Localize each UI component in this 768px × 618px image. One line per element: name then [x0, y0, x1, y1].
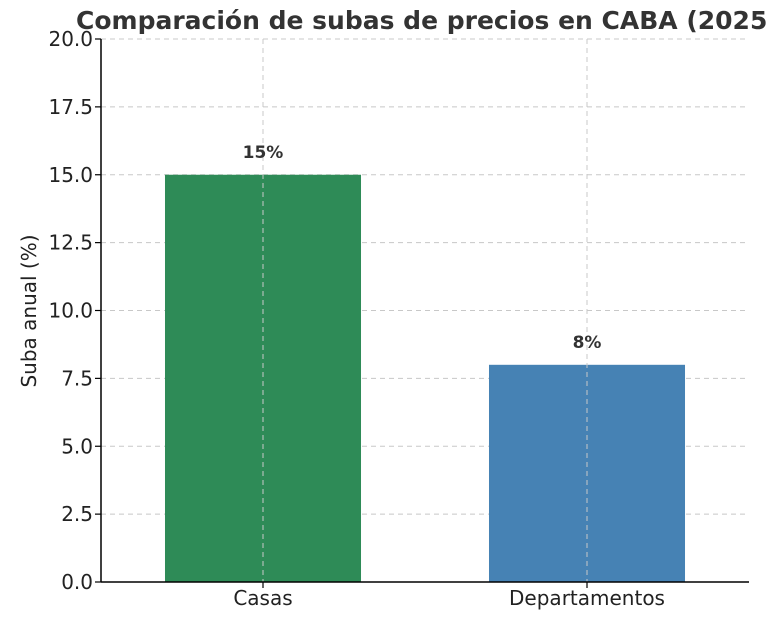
bar-value-label: 15% — [243, 143, 284, 163]
vertical-gridlines — [262, 39, 588, 582]
y-tick-label: 0.0 — [61, 570, 93, 594]
y-tick-label: 5.0 — [61, 434, 93, 458]
y-tick-label: 15.0 — [48, 163, 93, 187]
data-labels: 15% 8% — [243, 143, 602, 353]
bar-casas — [164, 174, 362, 582]
y-tick-label: 7.5 — [61, 366, 93, 390]
chart-title: Comparación de subas de precios en CABA … — [76, 6, 768, 35]
x-tick-label: Casas — [233, 586, 292, 610]
x-ticks: Casas Departamentos — [233, 582, 665, 610]
y-ticks: 0.0 2.5 5.0 7.5 10.0 12.5 15.0 17.5 20.0 — [48, 27, 101, 594]
y-tick-label: 2.5 — [61, 502, 93, 526]
y-tick-label: 17.5 — [48, 95, 93, 119]
x-tick-label: Departamentos — [509, 586, 665, 610]
y-tick-label: 20.0 — [48, 27, 93, 51]
y-tick-label: 10.0 — [48, 299, 93, 323]
y-axis-label: Suba anual (%) — [17, 234, 41, 387]
y-tick-label: 12.5 — [48, 231, 93, 255]
bar-value-label: 8% — [573, 333, 602, 353]
